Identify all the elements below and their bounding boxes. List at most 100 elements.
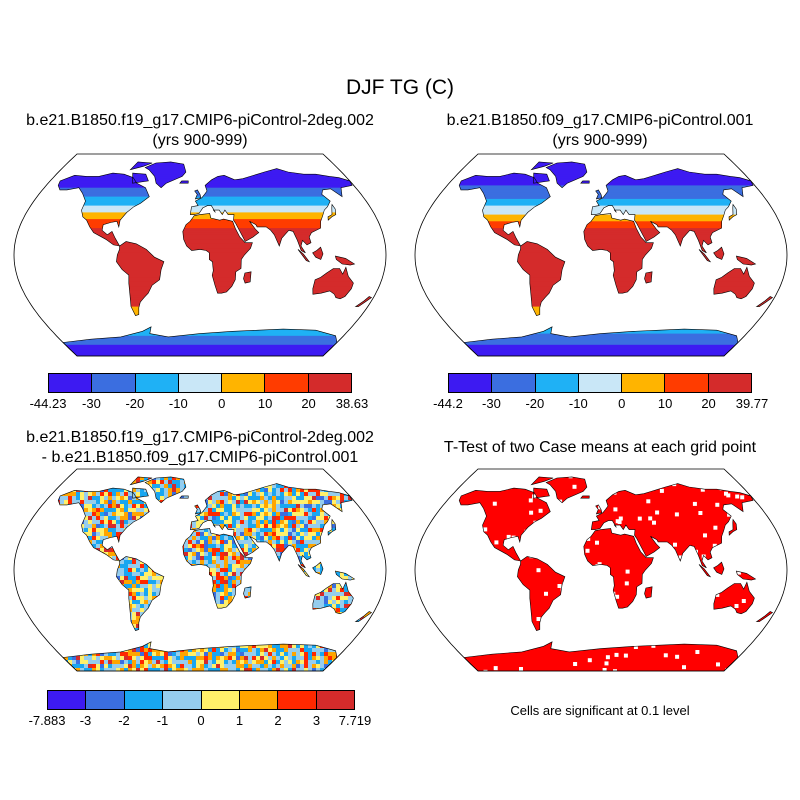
diff-cell	[16, 624, 20, 628]
diff-cell	[128, 572, 132, 576]
temp-band	[459, 237, 773, 240]
diff-cell	[284, 496, 288, 500]
diff-cell	[384, 604, 388, 608]
diff-cell	[380, 504, 384, 508]
diff-cell	[236, 576, 240, 580]
diff-cell	[108, 492, 112, 496]
diff-cell	[256, 664, 260, 668]
diff-cell	[276, 516, 280, 520]
diff-cell	[260, 660, 264, 664]
diff-cell	[320, 652, 324, 656]
diff-cell	[84, 520, 88, 524]
diff-cell	[56, 472, 60, 476]
diff-cell	[272, 524, 276, 528]
diff-cell	[380, 512, 384, 516]
diff-cell	[308, 664, 312, 668]
diff-cell	[380, 484, 384, 488]
diff-cell	[364, 504, 368, 508]
diff-cell	[12, 668, 16, 672]
diff-cell	[244, 492, 248, 496]
diff-cell	[116, 652, 120, 656]
diff-cell	[72, 660, 76, 664]
diff-cell	[72, 656, 76, 660]
diff-cell	[36, 504, 40, 508]
diff-cell	[204, 540, 208, 544]
diff-cell	[252, 496, 256, 500]
diff-cell	[368, 644, 372, 648]
diff-cell	[88, 536, 92, 540]
diff-cell	[104, 660, 108, 664]
diff-cell	[300, 660, 304, 664]
diff-cell	[132, 616, 136, 620]
diff-cell	[76, 656, 80, 660]
diff-cell	[196, 648, 200, 652]
diff-cell	[240, 544, 244, 548]
diff-cell	[268, 528, 272, 532]
diff-cell	[28, 668, 32, 672]
diff-cell	[344, 652, 348, 656]
diff-cell	[64, 496, 68, 500]
coastline-japan	[728, 203, 738, 221]
diff-cell	[176, 652, 180, 656]
diff-cell	[136, 596, 140, 600]
temp-band	[58, 275, 372, 278]
diff-cell	[216, 496, 220, 500]
diff-cell	[288, 536, 292, 540]
diff-cell	[136, 588, 140, 592]
diff-cell	[20, 492, 24, 496]
diff-cell	[196, 656, 200, 660]
diff-cell	[232, 580, 236, 584]
diff-cell	[236, 656, 240, 660]
diff-cell	[248, 648, 252, 652]
diff-cell	[296, 536, 300, 540]
diff-cell	[124, 504, 128, 508]
diff-cell	[380, 608, 384, 612]
diff-cell	[352, 484, 356, 488]
diff-cell	[16, 480, 20, 484]
diff-cell	[148, 668, 152, 671]
diff-cell	[64, 468, 68, 472]
temp-band	[459, 221, 773, 225]
diff-cell	[336, 584, 340, 588]
diff-cell	[24, 628, 28, 632]
diff-cell	[244, 520, 248, 524]
diff-cell	[136, 584, 140, 588]
diff-cell	[356, 660, 360, 664]
diff-cell	[140, 504, 144, 508]
diff-cell	[24, 640, 28, 644]
diff-cell	[44, 652, 48, 656]
diff-cell	[232, 576, 236, 580]
diff-cell	[140, 492, 144, 496]
diff-cell	[288, 516, 292, 520]
diff-cell	[236, 524, 240, 528]
diff-cell	[300, 540, 304, 544]
diff-cell	[128, 568, 132, 572]
diff-cell	[312, 604, 316, 608]
diff-cell	[48, 656, 52, 660]
diff-cell	[324, 660, 328, 664]
diff-cell	[48, 468, 52, 472]
diff-cell	[256, 508, 260, 512]
diff-cell	[280, 520, 284, 524]
diff-cell	[96, 516, 100, 520]
diff-cell	[280, 528, 284, 532]
diff-cell	[276, 648, 280, 652]
diff-cell	[152, 660, 156, 664]
temp-band	[459, 259, 773, 263]
diff-cell	[128, 500, 132, 504]
diff-cell	[376, 500, 380, 504]
diff-cell	[80, 656, 84, 660]
panel-2-title-line1: b.e21.B1850.f09_g17.CMIP6-piControl.001	[446, 112, 754, 129]
diff-cell	[44, 476, 48, 480]
diff-cell	[260, 508, 264, 512]
diff-cell	[204, 516, 208, 520]
temp-band	[459, 203, 773, 207]
map-panel-3	[12, 468, 388, 672]
diff-cell	[380, 620, 384, 624]
diff-cell	[220, 604, 224, 608]
diff-cell	[304, 492, 308, 496]
diff-cell	[88, 532, 92, 536]
diff-cell	[88, 504, 92, 508]
diff-cell	[152, 664, 156, 668]
diff-cell	[188, 548, 192, 552]
